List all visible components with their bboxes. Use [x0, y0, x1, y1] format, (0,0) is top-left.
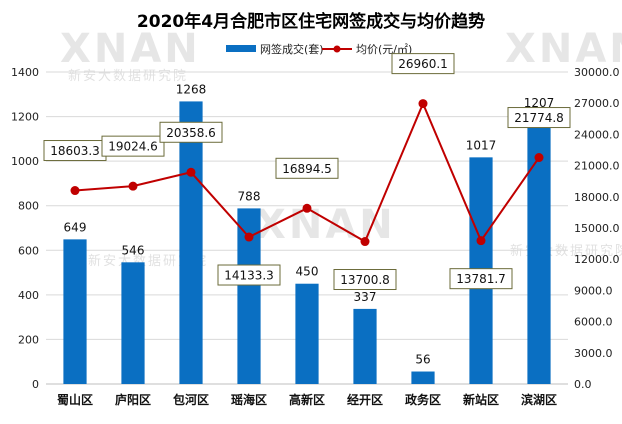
left-axis: 0 200 400 600 800 1000 1200 1400	[11, 66, 39, 391]
avg-price-point	[244, 232, 254, 242]
bar-value-label: 649	[64, 220, 87, 234]
avg-price-label-box	[217, 264, 281, 286]
bar-value-label: 546	[122, 243, 145, 257]
watermark-brand: XNAN	[505, 26, 622, 72]
category-axis: 蜀山区 庐阳区 包河区 瑶海区 高新区 经开区 政务区 新站区 滨湖区	[57, 392, 557, 407]
legend-line-marker	[333, 45, 341, 53]
avg-price-label: 18603.3	[50, 144, 100, 158]
right-tick-label: 12000.0	[574, 253, 620, 266]
watermark-sub: 新安大数据研究院	[88, 253, 208, 269]
avg-price-point	[476, 236, 486, 246]
watermark-brand: XNAN	[60, 26, 201, 72]
right-tick-label: 27000.0	[574, 97, 620, 110]
right-tick-label: 18000.0	[574, 191, 620, 204]
avg-price-label: 20358.6	[166, 126, 216, 140]
watermark-brand: XNAN	[255, 202, 396, 248]
bar-3	[179, 101, 203, 384]
avg-price-label-box	[449, 268, 513, 290]
avg-price-label-box	[391, 53, 455, 75]
bar-value-label: 1017	[466, 138, 497, 152]
right-tick-label: 6000.0	[574, 316, 613, 329]
category-label: 包河区	[172, 392, 209, 407]
line-labels: 18603.3 19024.6 20358.6 14133.3 16894.5 13700…	[43, 53, 571, 291]
bar-value-label: 1268	[176, 82, 207, 96]
avg-price-label: 21774.8	[514, 111, 564, 125]
category-label: 滨湖区	[521, 392, 557, 407]
avg-price-label-box	[333, 269, 397, 291]
bar-4	[237, 208, 261, 384]
left-tick-label: 600	[18, 244, 39, 257]
left-tick-label: 0	[32, 378, 39, 391]
line-series	[70, 99, 544, 247]
right-tick-label: 0.0	[574, 378, 592, 391]
legend-bar-swatch	[226, 45, 256, 52]
avg-price-point	[302, 203, 312, 213]
bar-7	[411, 371, 435, 384]
chart-title: 2020年4月合肥市区住宅网签成交与均价趋势	[137, 11, 485, 32]
bar-series	[63, 101, 551, 385]
left-tick-label: 400	[18, 289, 39, 302]
category-label: 庐阳区	[115, 392, 151, 407]
bar-value-label: 788	[238, 189, 261, 203]
legend: 网签成交(套) 均价(元/㎡)	[226, 42, 412, 56]
legend-line-label: 均价(元/㎡)	[356, 43, 412, 56]
left-tick-label: 1400	[11, 66, 39, 79]
avg-price-label: 19024.6	[108, 140, 158, 154]
bar-value-label: 450	[296, 265, 319, 279]
right-tick-label: 15000.0	[574, 222, 620, 235]
avg-price-point	[70, 186, 80, 196]
category-label: 高新区	[289, 392, 325, 407]
left-tick-label: 1000	[11, 155, 39, 168]
left-tick-label: 800	[18, 200, 39, 213]
right-tick-label: 30000.0	[574, 66, 620, 79]
avg-price-point	[418, 99, 428, 109]
left-tick-label: 1200	[11, 111, 39, 124]
bar-value-label: 337	[354, 290, 377, 304]
avg-price-label-box	[507, 107, 571, 129]
avg-price-point	[360, 237, 370, 247]
right-axis: 0.0 3000.0 6000.0 9000.0 12000.0 15000.0 18000…	[574, 66, 620, 391]
avg-price-label: 13781.7	[456, 272, 506, 286]
right-tick-label: 24000.0	[574, 128, 620, 141]
watermark-sub: 新安大数据研究院	[68, 68, 188, 84]
right-tick-label: 21000.0	[574, 160, 620, 173]
right-tick-label: 3000.0	[574, 347, 613, 360]
avg-price-point	[534, 153, 544, 163]
avg-price-point	[128, 181, 138, 191]
bar-labels: 649 546 1268 788 450 337 56 1017 1207	[64, 82, 555, 366]
bar-value-label: 56	[415, 353, 430, 367]
avg-price-label: 16894.5	[282, 162, 332, 176]
category-label: 新站区	[463, 392, 499, 407]
avg-price-label: 14133.3	[224, 269, 274, 283]
avg-price-point	[186, 167, 196, 177]
avg-price-label-box	[159, 121, 223, 143]
bar-5	[295, 283, 319, 384]
avg-price-label-box	[101, 135, 165, 157]
left-tick-label: 200	[18, 333, 39, 346]
legend-bar-label: 网签成交(套)	[260, 42, 324, 56]
bar-1	[63, 239, 87, 384]
bar-9	[527, 115, 551, 385]
category-label: 经开区	[347, 392, 383, 407]
bar-value-label: 1207	[524, 96, 555, 110]
category-label: 蜀山区	[57, 392, 93, 407]
category-label: 瑶海区	[231, 392, 267, 407]
avg-price-label: 13700.8	[340, 273, 390, 287]
right-tick-label: 9000.0	[574, 284, 613, 297]
avg-price-label-box	[275, 157, 339, 179]
avg-price-label: 26960.1	[398, 57, 448, 71]
bar-2	[121, 262, 145, 384]
bar-6	[353, 308, 377, 384]
category-label: 政务区	[405, 392, 441, 407]
